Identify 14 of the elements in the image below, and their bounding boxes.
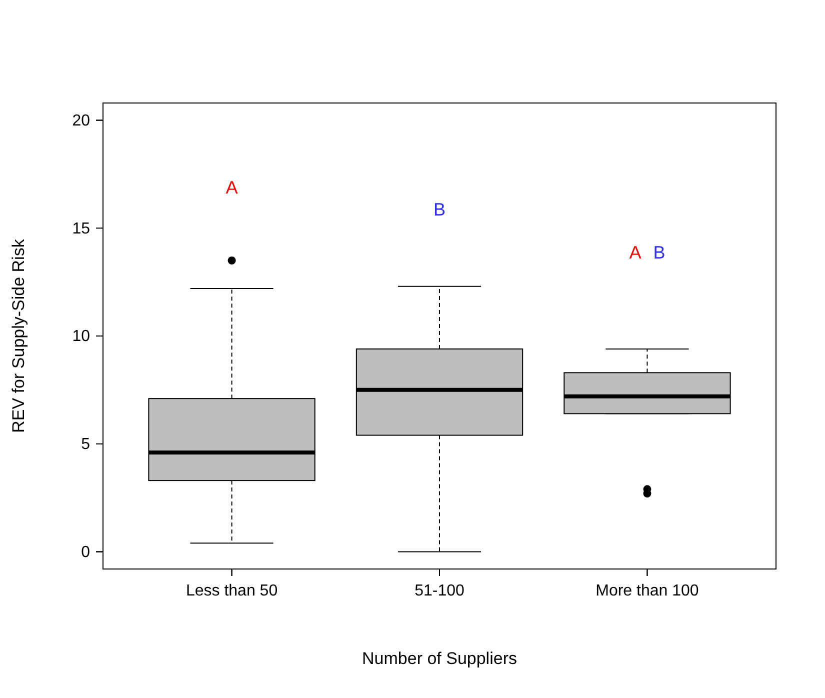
y-tick-label: 0 [81,544,90,561]
annotation: A [226,177,238,198]
y-tick-label: 10 [72,328,90,346]
annotation: A [629,242,642,262]
y-tick-label: 20 [72,112,90,130]
x-tick-label: Less than 50 [186,582,278,600]
y-tick-label: 15 [72,220,90,238]
x-axis-title: Number of Suppliers [362,649,517,668]
y-tick-label: 5 [81,436,90,453]
annotation: B [653,242,666,262]
y-axis-title: REV for Supply-Side Risk [9,238,28,433]
x-tick-label: 51-100 [414,582,465,600]
annotation: B [433,199,446,220]
x-tick-label: More than 100 [596,582,699,600]
